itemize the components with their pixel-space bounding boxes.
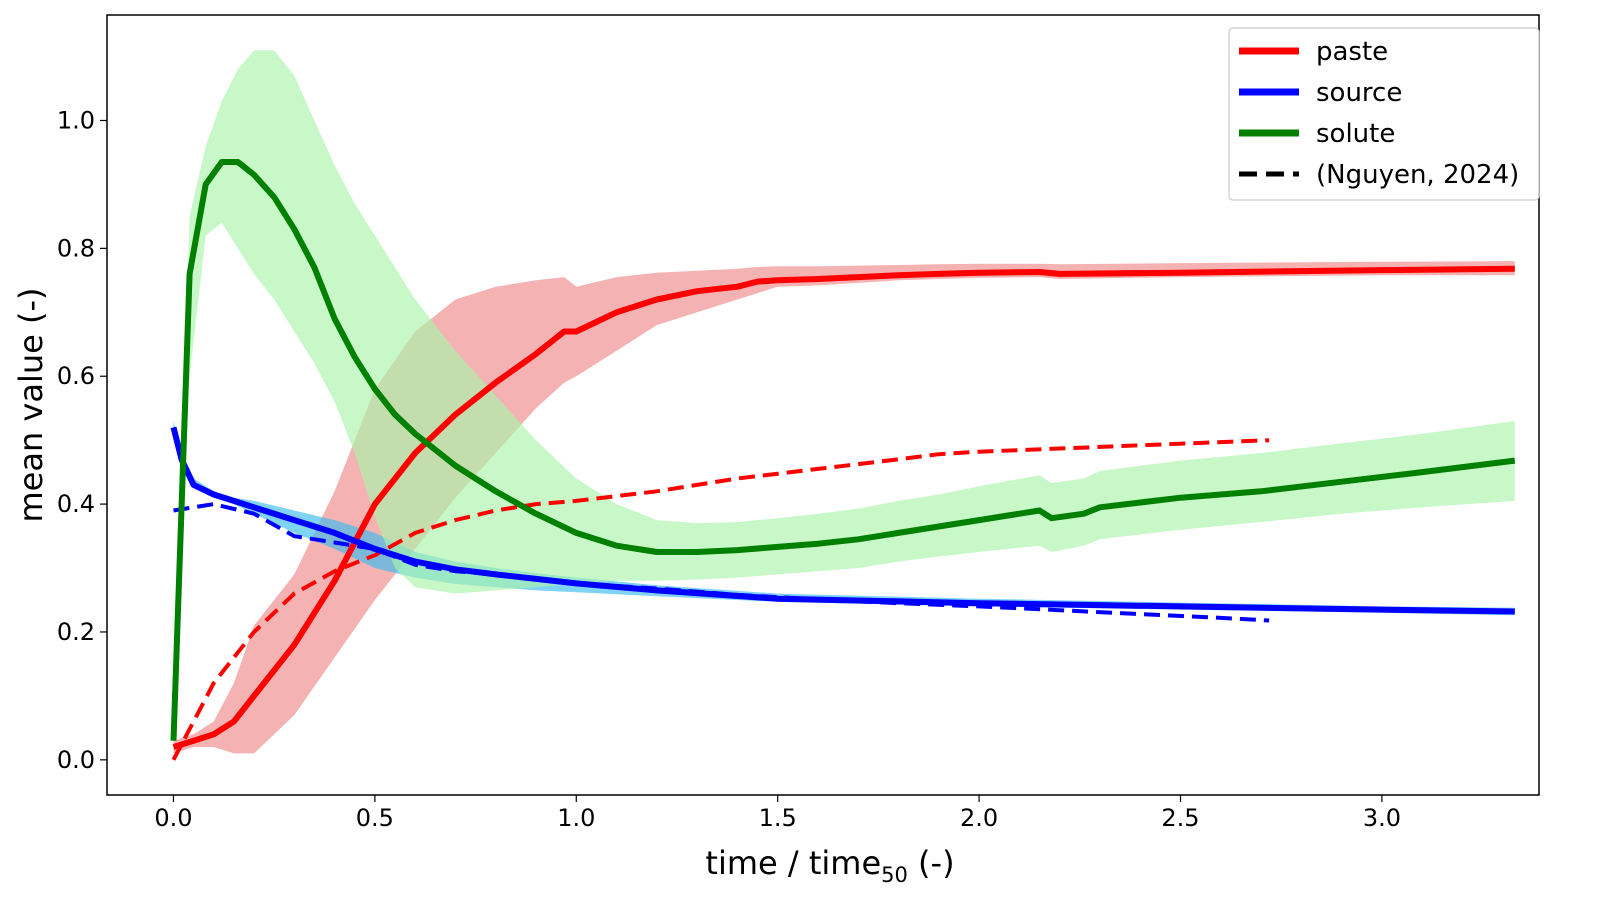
y-tick-label: 0.4 [57, 490, 95, 518]
x-tick-label: 0.5 [356, 804, 394, 832]
confidence-bands [173, 50, 1515, 754]
x-axis-label: time / time50 (-) [705, 844, 954, 887]
x-tick-label: 0.0 [154, 804, 192, 832]
y-tick-label: 0.8 [57, 234, 95, 262]
reference-3-line [171, 438, 1270, 761]
legend: paste source solute (Nguyen, 2024) [1228, 27, 1540, 201]
series-lines [170, 159, 1516, 761]
y-axis-label: mean value (-) [12, 287, 50, 522]
legend-box [1228, 27, 1540, 201]
legend-label-source: source [1316, 78, 1402, 108]
paste-band [173, 261, 1515, 754]
y-tick-label: 0.0 [57, 746, 95, 774]
x-tick-label: 2.5 [1161, 804, 1199, 832]
source-line [170, 426, 1515, 615]
x-tick-label: 3.0 [1363, 804, 1401, 832]
x-axis-ticks: 0.0 0.5 1.0 1.5 2.0 2.5 3.0 [154, 795, 1401, 832]
paste-line [172, 265, 1515, 750]
x-axis-label-subscript: 50 [881, 863, 908, 887]
y-tick-label: 0.6 [57, 362, 95, 390]
x-tick-label: 1.5 [759, 804, 797, 832]
y-tick-label: 0.2 [57, 618, 95, 646]
y-tick-label: 1.0 [57, 106, 95, 134]
solute-band [173, 50, 1515, 747]
legend-label-nguyen-2024: (Nguyen, 2024) [1316, 160, 1519, 190]
legend-label-paste: paste [1316, 37, 1388, 67]
x-tick-label: 2.0 [960, 804, 998, 832]
y-axis-ticks: 0.0 0.2 0.4 0.6 0.8 1.0 [57, 106, 107, 774]
x-tick-label: 1.0 [557, 804, 595, 832]
legend-label-solute: solute [1316, 119, 1395, 149]
solute-line [170, 159, 1516, 741]
